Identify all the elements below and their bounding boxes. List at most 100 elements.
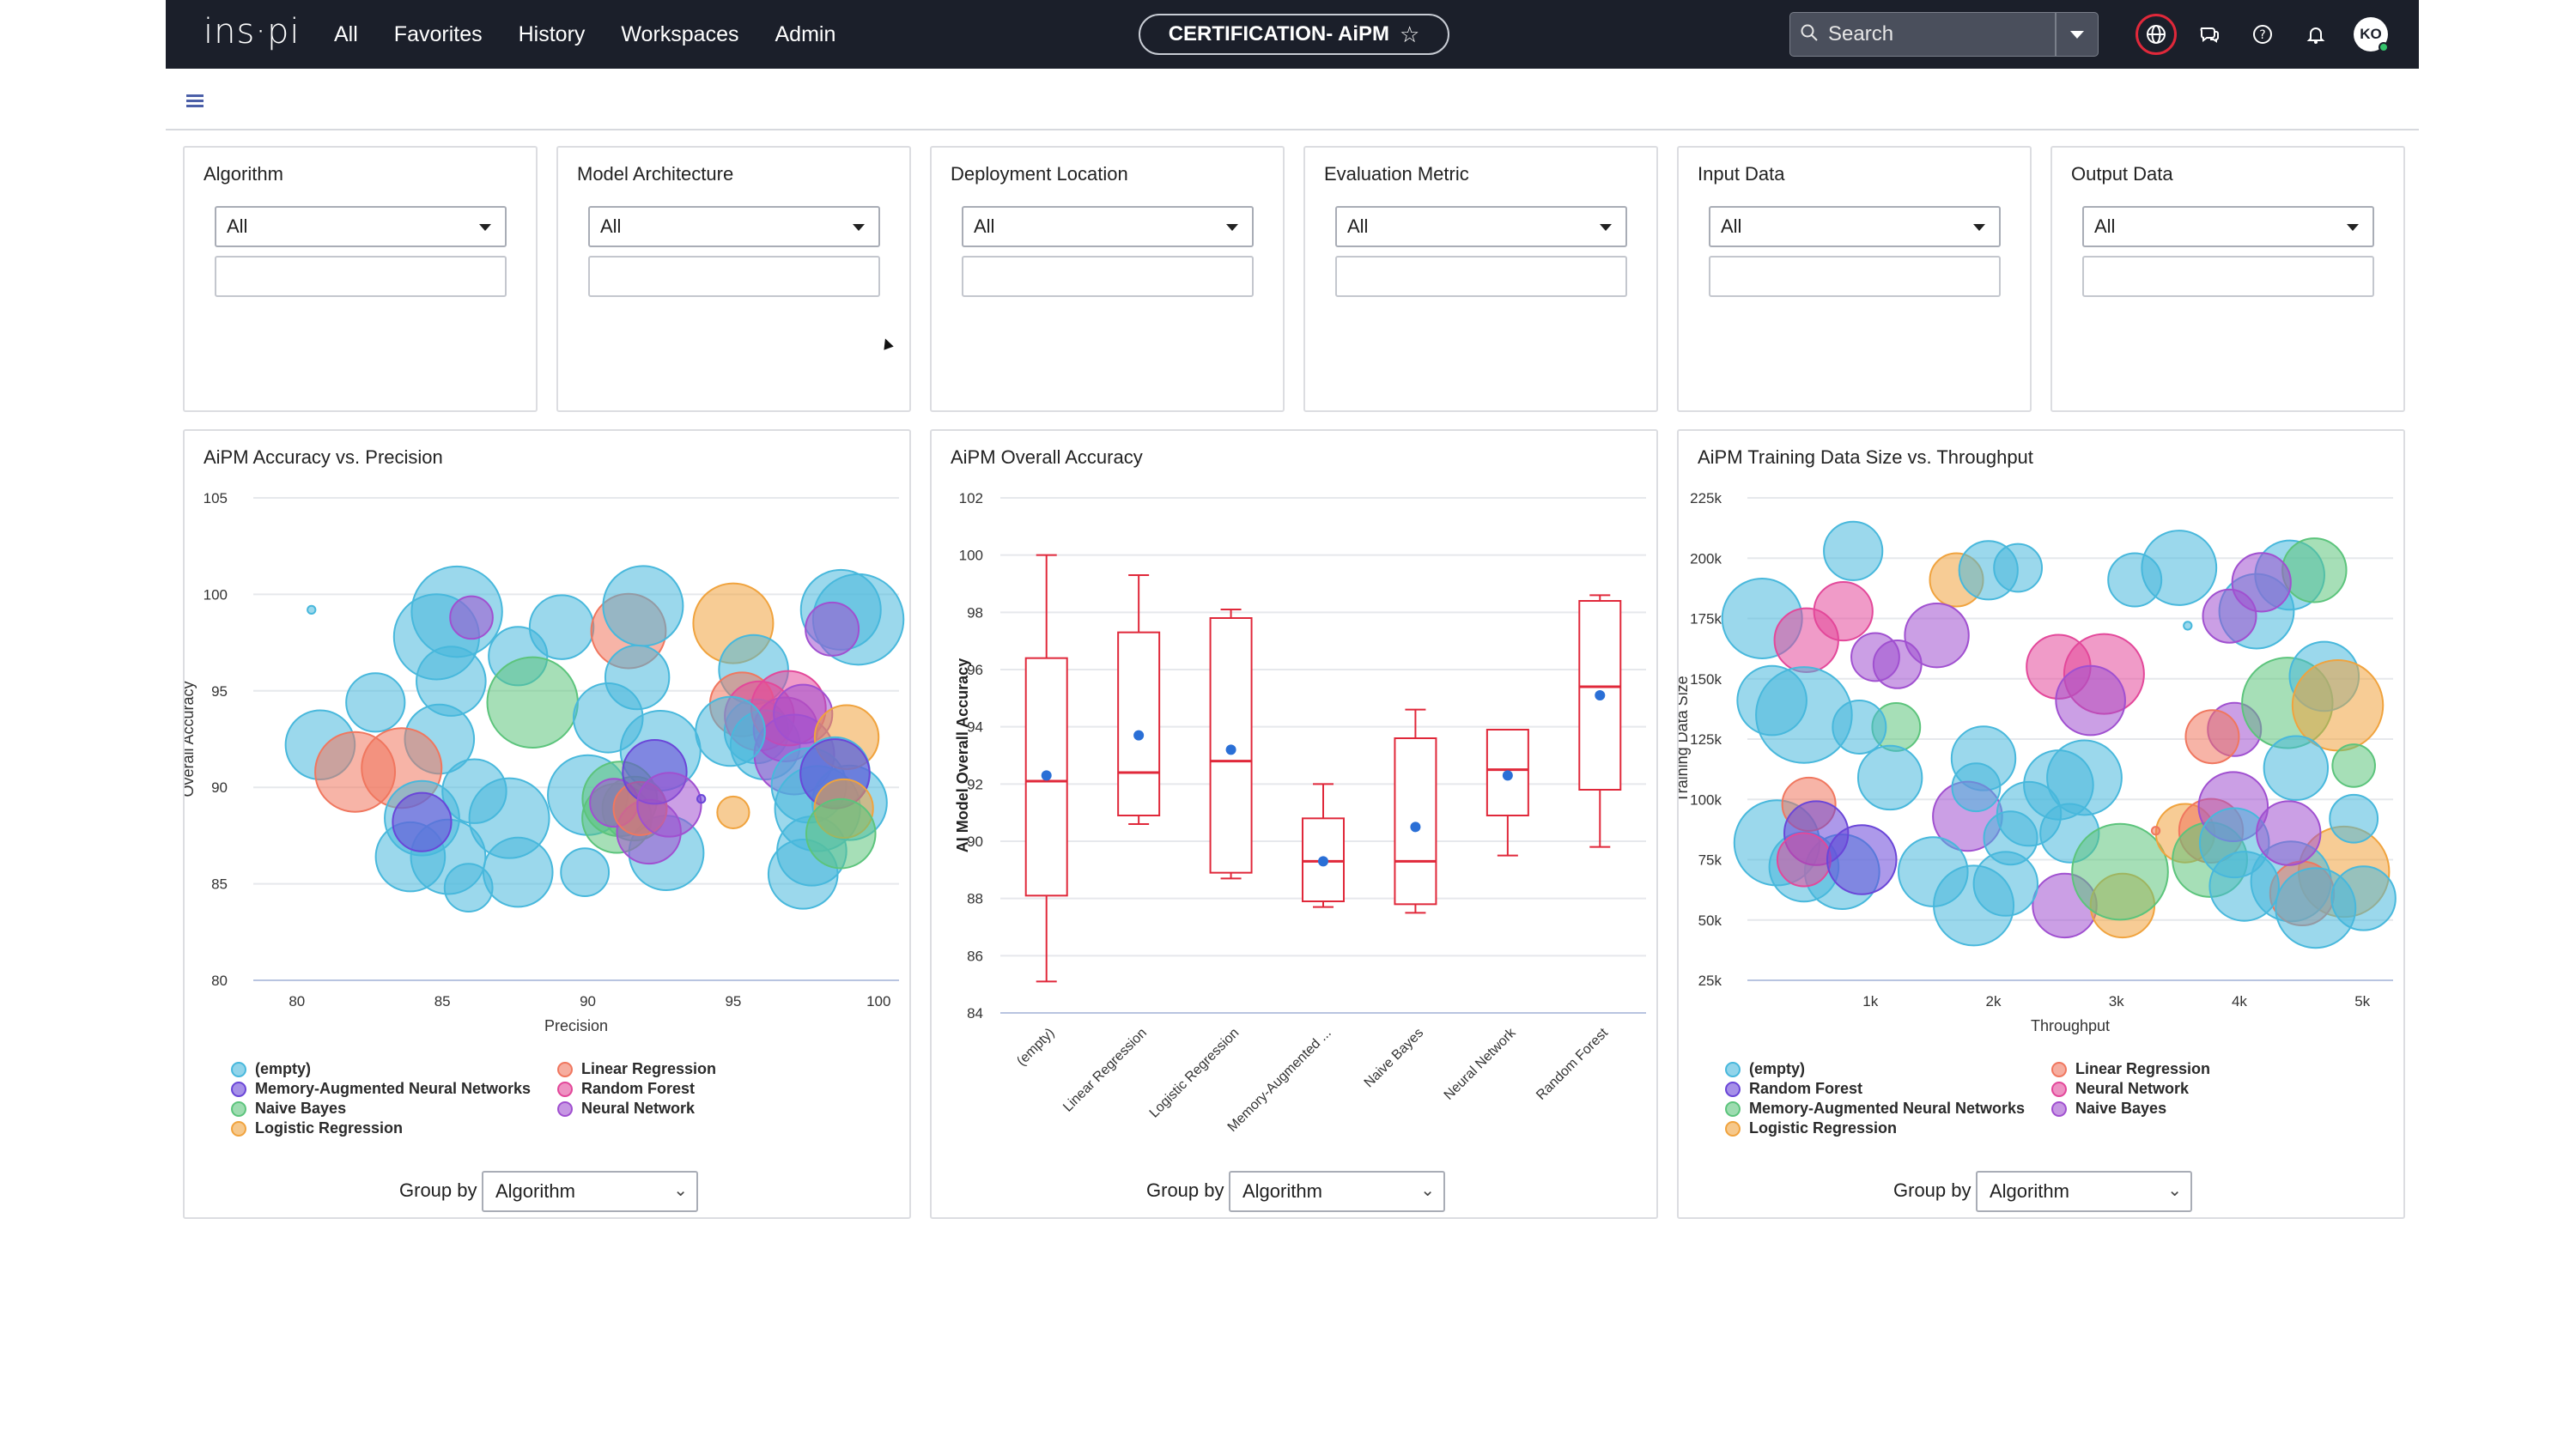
legend-item[interactable]: Logistic Regression <box>1725 1119 1897 1137</box>
x-tick-label: 5k <box>2354 993 2370 1009</box>
bubble-point <box>345 672 406 733</box>
nav-link-admin[interactable]: Admin <box>775 21 836 46</box>
legend-item[interactable]: Naive Bayes <box>231 1100 346 1118</box>
y-tick-label: 85 <box>211 876 228 893</box>
caret-down-icon <box>2347 224 2359 231</box>
dashboard-title: CERTIFICATION- AiPM <box>1168 22 1389 45</box>
filter-select-algorithm[interactable]: All <box>215 206 507 247</box>
filter-title: Deployment Location <box>951 163 1128 185</box>
filter-select-model-architecture[interactable]: All <box>588 206 880 247</box>
bubble-point <box>695 695 766 767</box>
group-by-select[interactable]: Algorithm ⌄ <box>1229 1171 1445 1212</box>
y-tick-label: 175k <box>1690 611 1722 627</box>
legend-item[interactable]: Memory-Augmented Neural Networks <box>1725 1100 2025 1118</box>
legend-label: (empty) <box>255 1060 312 1077</box>
training-size-vs-throughput-chart[interactable]: 25k 50k 75k 100k 125k 150k 175k 200k 225k 1k 2k 3k 4… <box>1679 431 2407 1221</box>
globe-icon[interactable] <box>2136 14 2177 55</box>
legend-swatch <box>1725 1100 1741 1117</box>
filter-search-input[interactable] <box>588 256 880 297</box>
legend-item[interactable]: Linear Regression <box>2051 1060 2210 1078</box>
menu-icon[interactable] <box>186 94 204 110</box>
legend-swatch <box>2051 1100 2067 1117</box>
filter-search-input[interactable] <box>2082 256 2374 297</box>
search-scope-dropdown[interactable] <box>2056 12 2099 57</box>
legend-item[interactable]: Neural Network <box>557 1100 695 1118</box>
bubble-point <box>1826 824 1898 895</box>
bubble-point <box>1776 832 1832 888</box>
legend-swatch <box>1725 1120 1741 1137</box>
filter-select-value: All <box>2094 215 2116 237</box>
bubble-point <box>2141 530 2218 606</box>
chevron-down-icon: ⌄ <box>673 1181 688 1200</box>
legend-item[interactable]: (empty) <box>231 1060 311 1078</box>
legend-item[interactable]: Memory-Augmented Neural Networks <box>231 1080 531 1098</box>
chat-icon[interactable] <box>2192 17 2227 52</box>
help-icon[interactable]: ? <box>2245 17 2280 52</box>
legend-item[interactable]: Random Forest <box>557 1080 695 1098</box>
group-by-select[interactable]: Algorithm ⌄ <box>1976 1171 2192 1212</box>
legend-item[interactable]: Random Forest <box>1725 1080 1862 1098</box>
legend-item[interactable]: Linear Regression <box>557 1060 716 1078</box>
favorite-star-icon[interactable]: ☆ <box>1400 21 1420 47</box>
y-tick-label: 86 <box>967 948 983 964</box>
group-by-select[interactable]: Algorithm ⌄ <box>482 1171 698 1212</box>
bell-icon[interactable] <box>2299 17 2333 52</box>
legend-item[interactable]: (empty) <box>1725 1060 1805 1078</box>
legend-item[interactable]: Neural Network <box>2051 1080 2189 1098</box>
legend-swatch <box>2051 1061 2067 1077</box>
brand-logo[interactable]: ins·pi <box>204 12 301 52</box>
chevron-down-icon <box>2070 30 2084 39</box>
bubble-point <box>2331 743 2376 788</box>
y-tick-label: 90 <box>967 834 983 850</box>
filter-select-output-data[interactable]: All <box>2082 206 2374 247</box>
legend-item[interactable]: Logistic Regression <box>231 1119 403 1137</box>
accuracy-vs-precision-chart[interactable]: 80 85 90 95 100 105 80 85 90 95 100 Precision Overal… <box>185 431 913 1221</box>
nav-link-workspaces[interactable]: Workspaces <box>621 21 739 46</box>
filter-search-input[interactable] <box>215 256 507 297</box>
group-by-value: Algorithm <box>1990 1180 2069 1202</box>
legend-item[interactable]: Naive Bayes <box>2051 1100 2166 1118</box>
bubble-point <box>696 794 707 804</box>
search-input[interactable]: Search <box>1789 12 2056 57</box>
filter-search-input[interactable] <box>962 256 1254 297</box>
top-navbar: ins·pi All Favorites History Workspaces … <box>166 0 2419 69</box>
user-avatar[interactable]: KO <box>2354 17 2389 52</box>
legend-swatch <box>1725 1081 1741 1097</box>
filter-select-deployment-location[interactable]: All <box>962 206 1254 247</box>
filter-title: Input Data <box>1698 163 1785 185</box>
bubble-point <box>307 604 317 615</box>
chart-title: AiPM Overall Accuracy <box>951 446 1143 468</box>
bubble-point <box>1993 543 2044 593</box>
filter-search-input[interactable] <box>1709 256 2001 297</box>
group-by-control: Group by Algorithm ⌄ <box>185 1171 913 1212</box>
y-tick-label: 105 <box>204 490 228 506</box>
bubble-point <box>1904 602 1970 669</box>
x-tick-label: 1k <box>1862 993 1878 1009</box>
legend-swatch <box>231 1120 246 1137</box>
caret-down-icon <box>1973 224 1985 231</box>
filter-search-input[interactable] <box>1335 256 1627 297</box>
legend-label: Memory-Augmented Neural Networks <box>1749 1100 2026 1117</box>
online-status-icon <box>2379 42 2389 52</box>
overall-accuracy-box-chart[interactable]: 84 86 88 90 92 94 96 98 100 102 AI Model Overall A… <box>932 431 1660 1221</box>
bubble-point <box>1736 664 1807 737</box>
legend-label: Neural Network <box>2075 1080 2190 1097</box>
filter-select-value: All <box>600 215 622 237</box>
legend-label: Naive Bayes <box>2075 1100 2167 1117</box>
x-tick-label: (empty) <box>1014 1026 1057 1069</box>
dashboard-title-pill[interactable]: CERTIFICATION- AiPM ☆ <box>1139 14 1449 55</box>
box-mean-point <box>1133 730 1145 741</box>
nav-link-all[interactable]: All <box>334 21 358 46</box>
y-tick-label: 102 <box>959 490 983 506</box>
svg-text:?: ? <box>2259 28 2265 42</box>
box-iqr <box>1117 631 1161 816</box>
nav-link-favorites[interactable]: Favorites <box>393 21 483 46</box>
filter-select-value: All <box>227 215 248 237</box>
filter-select-input-data[interactable]: All <box>1709 206 2001 247</box>
box-mean-point <box>1502 770 1513 781</box>
filter-select-evaluation-metric[interactable]: All <box>1335 206 1627 247</box>
filter-title: Output Data <box>2071 163 2173 185</box>
nav-link-history[interactable]: History <box>518 21 586 46</box>
bubble-point <box>2330 865 2397 931</box>
group-by-control: Group by Algorithm ⌄ <box>932 1171 1660 1212</box>
